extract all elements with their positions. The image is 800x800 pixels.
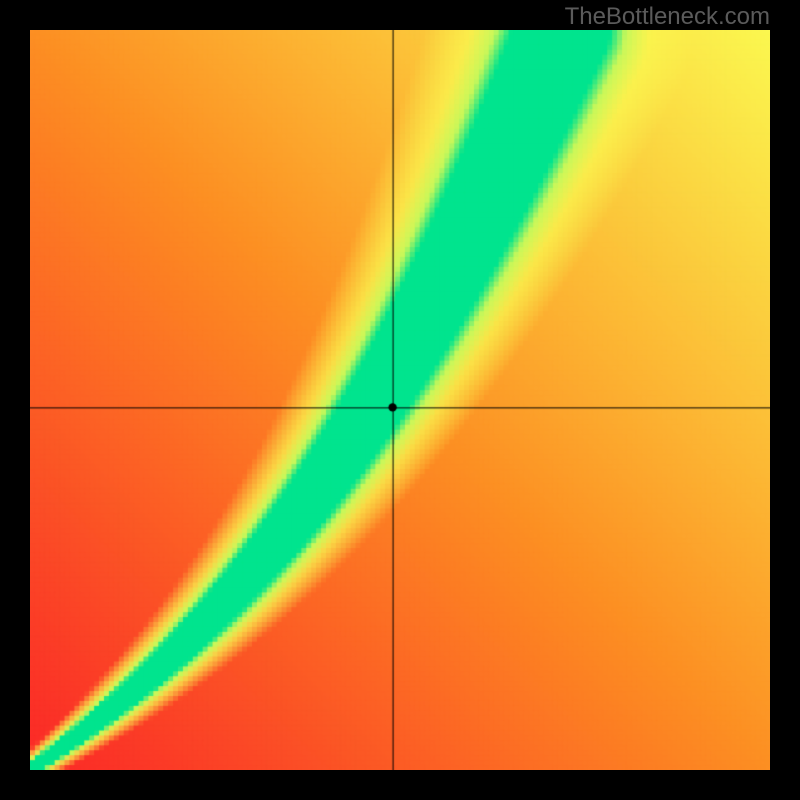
bottleneck-heatmap <box>30 30 770 770</box>
chart-container: TheBottleneck.com <box>0 0 800 800</box>
watermark-text: TheBottleneck.com <box>565 3 770 31</box>
